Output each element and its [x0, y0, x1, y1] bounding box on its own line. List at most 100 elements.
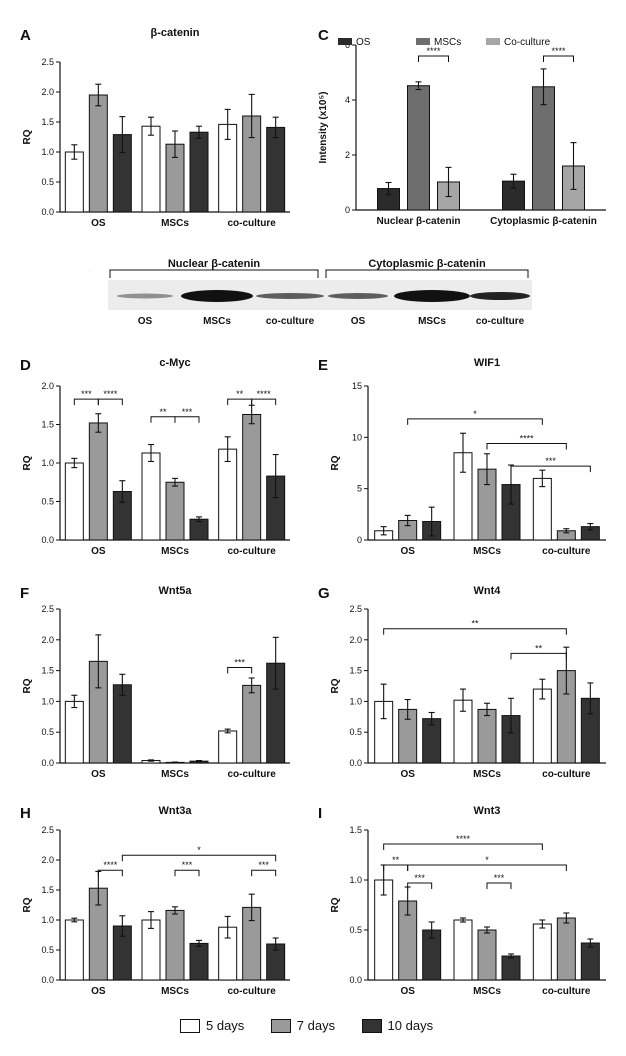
significance-bracket: [407, 864, 567, 871]
legend-swatch: [180, 1018, 200, 1033]
significance-label: ***: [182, 860, 193, 870]
category-label: MSCs: [473, 986, 501, 997]
significance-bracket: [407, 882, 433, 889]
significance-label: ***: [545, 456, 556, 466]
category-label: co-culture: [227, 769, 276, 780]
category-label: Nuclear β-catenin: [377, 216, 461, 227]
y-tick-label: 15: [352, 381, 362, 391]
cytoplasmic-bracket: [325, 269, 529, 278]
significance-bracket: [227, 398, 253, 406]
y-tick-label: 1.5: [41, 117, 54, 127]
category-label: MSCs: [161, 986, 189, 997]
y-tick-label: 2.0: [41, 381, 54, 391]
significance-label: ****: [257, 389, 272, 399]
chart-title: WIF1: [474, 357, 500, 369]
bar: [64, 700, 84, 764]
y-tick-label: 4: [345, 95, 350, 105]
bar: [266, 126, 286, 213]
significance-label: **: [236, 389, 244, 399]
legend-label: 7 days: [296, 1018, 336, 1033]
significance-label: **: [471, 619, 479, 629]
y-tick-label: 0.5: [41, 177, 54, 187]
y-axis-label: RQ: [330, 897, 341, 912]
significance-bracket: [510, 465, 591, 473]
significance-label: ***: [414, 873, 425, 883]
chart-F: F Wnt5a RQ 0.0 0.5 1.0 1.5 2.0 2.5 OS MSCs co-cultu…: [20, 585, 290, 780]
y-axis-label: RQ: [330, 678, 341, 693]
blot-band-mscs-cytoplasmic: [394, 290, 470, 302]
panel-E: E WIF1 RQ 0 5 10 15 OS MSCs co-culture * **** ***: [316, 352, 626, 567]
panel-letter: D: [20, 357, 31, 374]
bar: [532, 477, 552, 541]
y-tick-label: 1.5: [41, 666, 54, 676]
legend-swatch: [361, 1018, 382, 1033]
y-axis-label: RQ: [22, 455, 33, 470]
significance-bracket: [510, 652, 567, 660]
bar: [141, 125, 161, 213]
y-tick-label: 1.5: [349, 666, 362, 676]
bar: [501, 955, 521, 981]
significance-bracket: [251, 869, 277, 877]
panel-G: G Wnt4 RQ 0.0 0.5 1.0 1.5 2.0 2.5 OS MSCs co-cultur…: [316, 580, 626, 790]
y-tick-label: 0.5: [349, 925, 362, 935]
significance-label: ****: [103, 389, 118, 399]
panel-letter: C: [318, 27, 329, 44]
blot-band-coculture-cytoplasmic: [470, 292, 530, 300]
y-tick-label: 1.0: [41, 696, 54, 706]
bar: [532, 86, 555, 211]
category-label: OS: [91, 546, 106, 557]
y-tick-label: 0.5: [41, 727, 54, 737]
y-tick-label: 2.0: [41, 855, 54, 865]
panel-letter: G: [318, 585, 330, 602]
chart-title: Wnt3a: [159, 805, 193, 817]
y-axis-label: RQ: [22, 897, 33, 912]
blot-lane-label: MSCs: [203, 316, 231, 327]
bar: [242, 413, 262, 541]
significance-label: ****: [520, 433, 535, 443]
bar: [64, 462, 84, 541]
bar: [141, 919, 161, 981]
significance-bracket: [383, 864, 409, 871]
y-axis-label: Intensity (x10⁵): [318, 92, 329, 164]
significance-label: **: [392, 855, 400, 865]
y-tick-label: 1.0: [41, 458, 54, 468]
legend: 5 days 7 days 10 days: [180, 1018, 530, 1046]
category-label: OS: [91, 986, 106, 997]
significance-bracket: [407, 418, 543, 425]
significance-label: ***: [234, 658, 245, 668]
panel-letter: H: [20, 805, 31, 822]
y-tick-label: 0: [345, 205, 350, 215]
bar: [218, 448, 238, 541]
significance-label: ****: [103, 860, 118, 870]
y-tick-label: 1.5: [41, 420, 54, 430]
legend-swatch: [270, 1018, 291, 1033]
chart-title: Wnt3: [474, 805, 501, 817]
y-tick-label: 2.5: [41, 57, 54, 67]
significance-bracket: [486, 442, 567, 450]
bar: [189, 942, 209, 981]
significance-bracket: [383, 628, 567, 635]
bar: [88, 94, 108, 213]
panel-H: H Wnt3a RQ 0.0 0.5 1.0 1.5 2.0 2.5 OS MSCs co-cultu…: [0, 800, 310, 1010]
nuclear-bracket: [109, 269, 319, 278]
significance-bracket: [73, 398, 99, 406]
chart-G: G Wnt4 RQ 0.0 0.5 1.0 1.5 2.0 2.5 OS MSCs co-cultur…: [318, 585, 606, 780]
y-tick-label: 0.0: [41, 975, 54, 985]
blot-band-mscs-nuclear: [181, 290, 253, 302]
bar: [580, 942, 600, 981]
legend-label: Co-culture: [504, 37, 551, 48]
y-tick-label: 2.0: [41, 635, 54, 645]
panel-letter: E: [318, 357, 328, 374]
blot-lane-label: MSCs: [418, 316, 446, 327]
y-tick-label: 0.5: [349, 727, 362, 737]
category-label: MSCs: [473, 769, 501, 780]
panel-letter: A: [20, 27, 31, 44]
chart-title: Wnt4: [474, 585, 502, 597]
significance-bracket: [486, 882, 512, 889]
legend-item-5-days: 5 days: [180, 1018, 244, 1033]
significance-label: *: [197, 845, 201, 855]
significance-label: **: [535, 643, 543, 653]
